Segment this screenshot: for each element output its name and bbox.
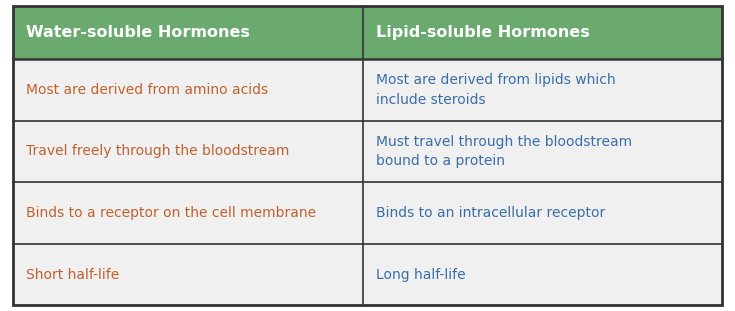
Text: Binds to an intracellular receptor: Binds to an intracellular receptor (376, 206, 605, 220)
Bar (362, 182, 722, 244)
Bar (362, 59, 722, 121)
Text: Water-soluble Hormones: Water-soluble Hormones (26, 25, 251, 40)
Text: Short half-life: Short half-life (26, 267, 120, 281)
Bar (362, 244, 722, 305)
Text: Most are derived from amino acids: Most are derived from amino acids (26, 83, 268, 97)
Text: Must travel through the bloodstream
bound to a protein: Must travel through the bloodstream boun… (376, 135, 632, 168)
Bar (13, 59, 362, 121)
Bar (13, 6, 362, 59)
Bar (13, 121, 362, 182)
Text: Binds to a receptor on the cell membrane: Binds to a receptor on the cell membrane (26, 206, 317, 220)
Text: Lipid-soluble Hormones: Lipid-soluble Hormones (376, 25, 589, 40)
Bar (13, 182, 362, 244)
Text: Most are derived from lipids which
include steroids: Most are derived from lipids which inclu… (376, 73, 615, 107)
Bar (362, 121, 722, 182)
Text: Travel freely through the bloodstream: Travel freely through the bloodstream (26, 144, 290, 158)
Text: Long half-life: Long half-life (376, 267, 465, 281)
Bar (362, 6, 722, 59)
Bar (13, 244, 362, 305)
